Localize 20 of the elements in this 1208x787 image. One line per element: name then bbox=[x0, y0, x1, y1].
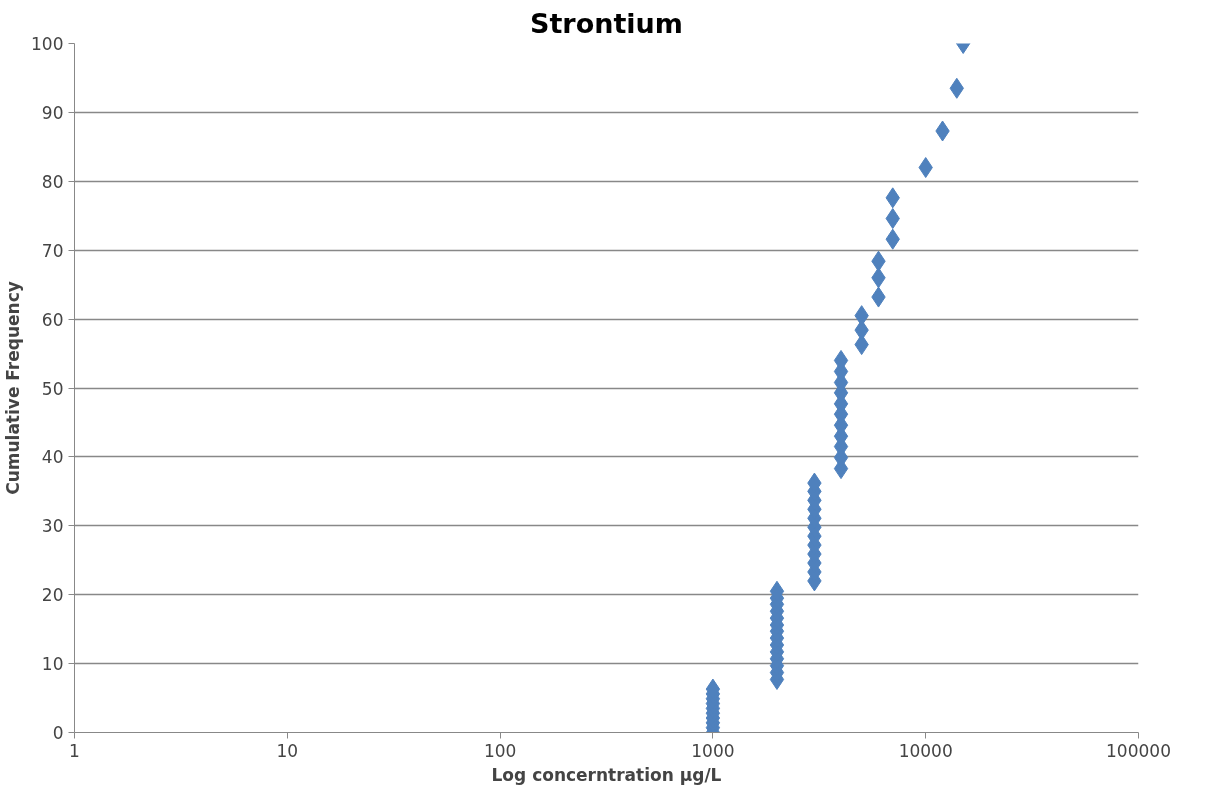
y-tick-label: 60 bbox=[41, 309, 64, 330]
y-axis-title: Cumulative Frequency bbox=[3, 281, 24, 495]
y-tick-label: 20 bbox=[41, 585, 64, 606]
y-tick-label: 50 bbox=[41, 378, 64, 399]
x-tick-label: 100 bbox=[483, 740, 517, 761]
x-tick-label: 100000 bbox=[1106, 740, 1171, 761]
x-tick-label: 1 bbox=[69, 740, 80, 761]
y-tick-label: 70 bbox=[41, 240, 64, 261]
y-tick-label: 30 bbox=[41, 516, 64, 537]
x-tick-label: 10000 bbox=[898, 740, 953, 761]
y-tick-label: 80 bbox=[41, 171, 64, 192]
y-tick-label: 100 bbox=[31, 34, 64, 54]
y-tick-label: 0 bbox=[52, 723, 64, 743]
y-tick-label: 10 bbox=[41, 654, 64, 675]
y-tick-label: 90 bbox=[41, 102, 64, 123]
x-tick-label: 1000 bbox=[691, 740, 735, 761]
x-axis-title: Log concerntration µg/L bbox=[491, 764, 722, 785]
chart-title: Strontium bbox=[530, 7, 683, 39]
x-tick-label: 10 bbox=[276, 740, 299, 761]
y-tick-label: 40 bbox=[41, 447, 64, 468]
